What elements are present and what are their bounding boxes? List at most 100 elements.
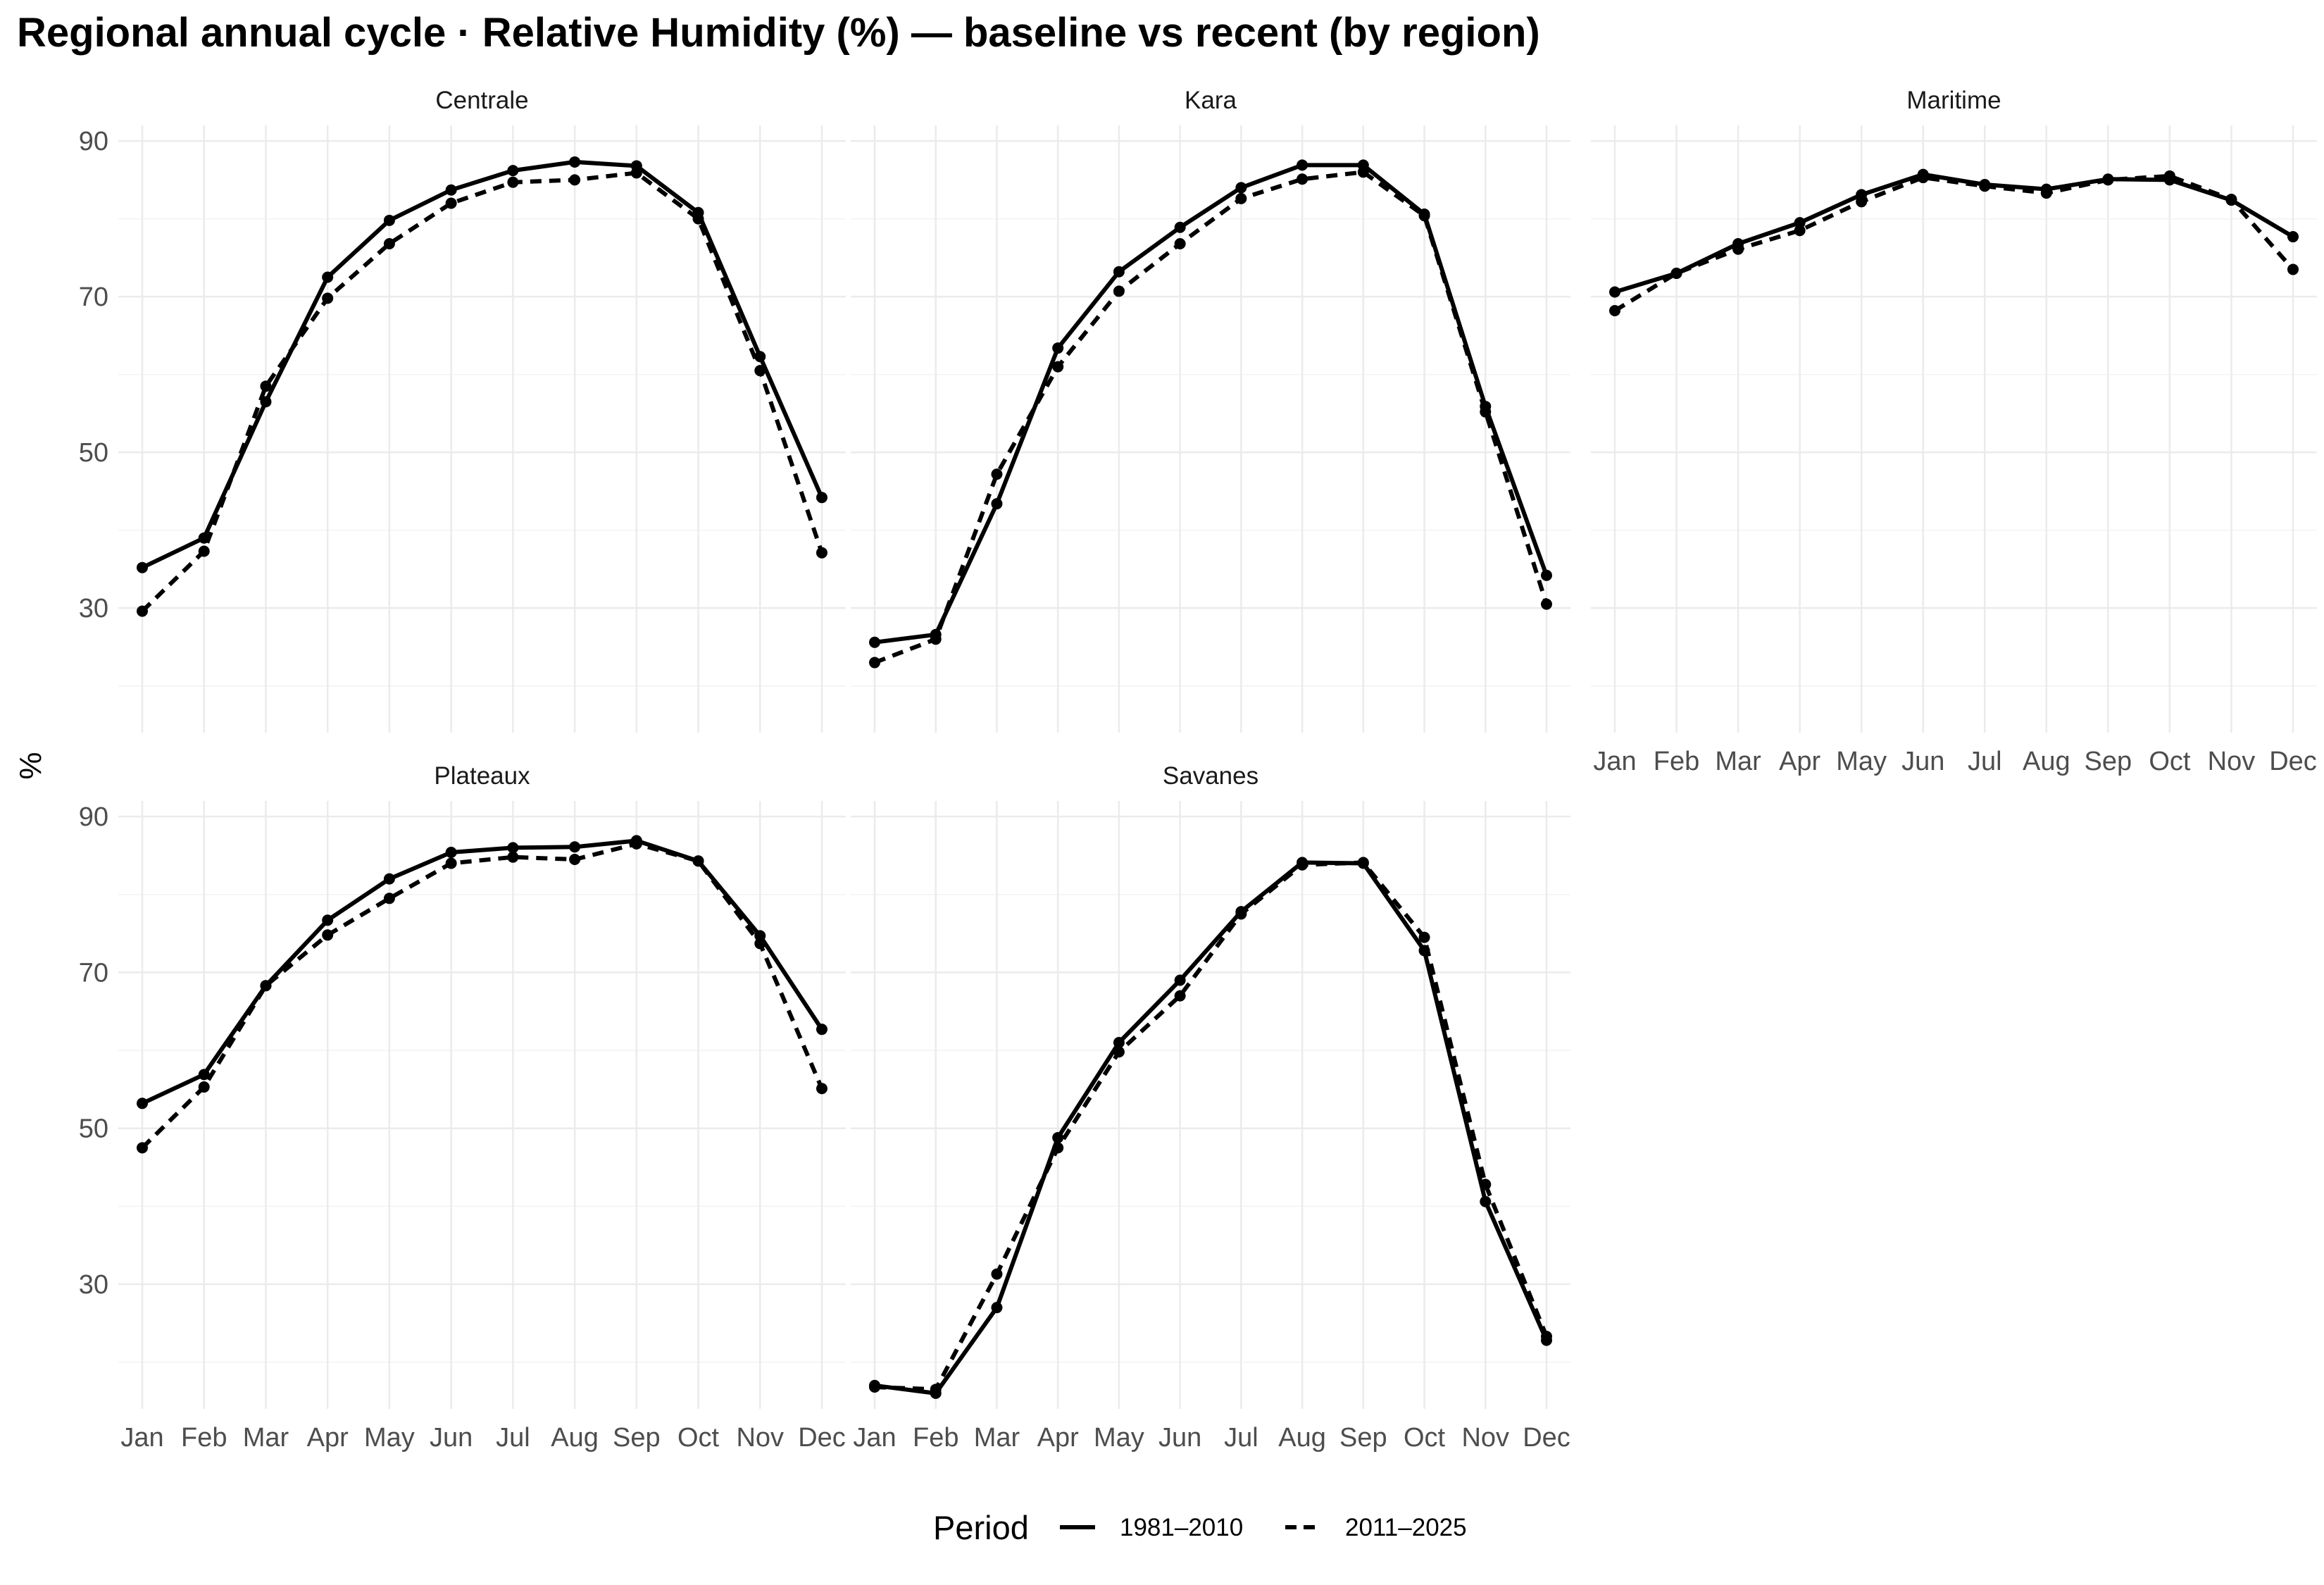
y-tick-label: 70 (79, 282, 108, 312)
x-tick-label: Jun (1901, 747, 1944, 776)
point-baseline (2102, 173, 2114, 185)
panel-strip-label: Centrale (435, 87, 528, 114)
legend-label-recent: 2011–2025 (1345, 1514, 1467, 1541)
point-baseline (2163, 174, 2175, 186)
panel-kara: Kara (851, 87, 1570, 733)
point-baseline (1609, 286, 1620, 298)
series-line-recent (873, 170, 1549, 665)
point-baseline (1052, 1131, 1064, 1143)
point-baseline (2040, 183, 2052, 195)
point-baseline (930, 1387, 942, 1399)
facet-panels: Centrale 90 70 50 30 Kara Maritime Jan Feb Mar Apr… (79, 87, 2317, 1453)
point-baseline (198, 1069, 210, 1081)
panel-maritime: Maritime Jan Feb Mar Apr May Jun Jul Aug Sep Oct No… (1591, 87, 2317, 776)
point-baseline (1174, 974, 1186, 986)
point-recent (1541, 598, 1552, 610)
point-baseline (445, 847, 457, 859)
point-baseline (383, 214, 395, 226)
panel-strip-label: Savanes (1163, 762, 1258, 790)
point-baseline (1113, 266, 1125, 278)
x-tick-label: Aug (2023, 747, 2070, 776)
x-tick-label: Apr (1779, 747, 1820, 776)
legend-title: Period (933, 1509, 1029, 1546)
x-tick-label: Dec (2269, 747, 2317, 776)
point-baseline (1856, 189, 1868, 201)
x-tick-label: Jan (1593, 747, 1636, 776)
x-tick-label: Mar (974, 1423, 1020, 1453)
point-baseline (630, 835, 642, 847)
x-tick-label: May (1094, 1423, 1144, 1453)
point-baseline (1794, 217, 1806, 229)
point-recent (383, 237, 395, 249)
point-recent (1174, 237, 1186, 249)
point-baseline (507, 842, 519, 854)
point-recent (1174, 990, 1186, 1002)
point-baseline (1917, 168, 1929, 180)
point-recent (991, 468, 1003, 480)
point-recent (1609, 305, 1620, 317)
x-tick-label: Sep (2085, 747, 2132, 776)
y-tick-label: 30 (79, 594, 108, 623)
point-baseline (1480, 400, 1492, 412)
series-line-baseline (874, 163, 1549, 645)
point-baseline (754, 351, 766, 363)
y-tick-label: 90 (79, 802, 108, 832)
legend: Period 1981–2010 2011–2025 (933, 1509, 1467, 1546)
point-recent (2287, 263, 2299, 275)
point-baseline (1174, 221, 1186, 233)
point-recent (198, 1081, 210, 1093)
series-line-recent (140, 841, 824, 1150)
panel-strip-label: Maritime (1906, 87, 2001, 114)
x-tick-label: Nov (1461, 1423, 1509, 1453)
x-tick-label: Nov (736, 1423, 784, 1453)
series-line-baseline (141, 159, 824, 570)
x-tick-label: Apr (307, 1423, 349, 1453)
point-recent (569, 174, 581, 186)
point-recent (322, 292, 334, 304)
x-tick-label: Jan (120, 1423, 163, 1453)
point-recent (1418, 931, 1430, 943)
point-baseline (137, 561, 148, 573)
panel-centrale: Centrale 90 70 50 30 (79, 87, 846, 733)
point-baseline (692, 206, 704, 218)
x-tick-label: Dec (1523, 1423, 1570, 1453)
point-baseline (569, 156, 581, 168)
series-line-recent (1613, 173, 2295, 313)
point-recent (1113, 285, 1125, 297)
x-tick-label: Oct (677, 1423, 720, 1453)
point-baseline (1418, 945, 1430, 957)
x-tick-label: Apr (1037, 1423, 1079, 1453)
x-tick-label: Oct (1404, 1423, 1446, 1453)
point-baseline (1541, 569, 1552, 581)
y-tick-label: 50 (79, 1114, 108, 1144)
x-tick-label: Feb (1654, 747, 1699, 776)
point-baseline (260, 396, 272, 408)
point-recent (322, 929, 334, 941)
series-line-baseline (141, 838, 824, 1106)
point-baseline (137, 1098, 148, 1110)
point-baseline (1113, 1036, 1125, 1048)
point-baseline (1418, 208, 1430, 220)
point-recent (137, 605, 148, 617)
point-baseline (2287, 231, 2299, 243)
point-baseline (1297, 857, 1308, 869)
point-baseline (754, 930, 766, 942)
y-tick-label: 30 (79, 1270, 108, 1300)
x-tick-label: Nov (2208, 747, 2256, 776)
series-line-recent (140, 170, 824, 613)
point-baseline (1732, 237, 1744, 249)
point-baseline (1357, 159, 1369, 171)
panel-plateaux: Plateaux 90 70 50 30 Jan Feb Mar Apr May Jun Jul Aug… (79, 762, 846, 1453)
x-tick-label: Feb (913, 1423, 958, 1453)
point-recent (1297, 173, 1308, 185)
y-tick-label: 50 (79, 438, 108, 468)
x-tick-label: Sep (613, 1423, 661, 1453)
point-baseline (445, 184, 457, 196)
point-recent (991, 1268, 1003, 1280)
point-recent (569, 853, 581, 865)
point-baseline (569, 841, 581, 853)
x-tick-label: May (364, 1423, 415, 1453)
point-recent (816, 1083, 827, 1095)
